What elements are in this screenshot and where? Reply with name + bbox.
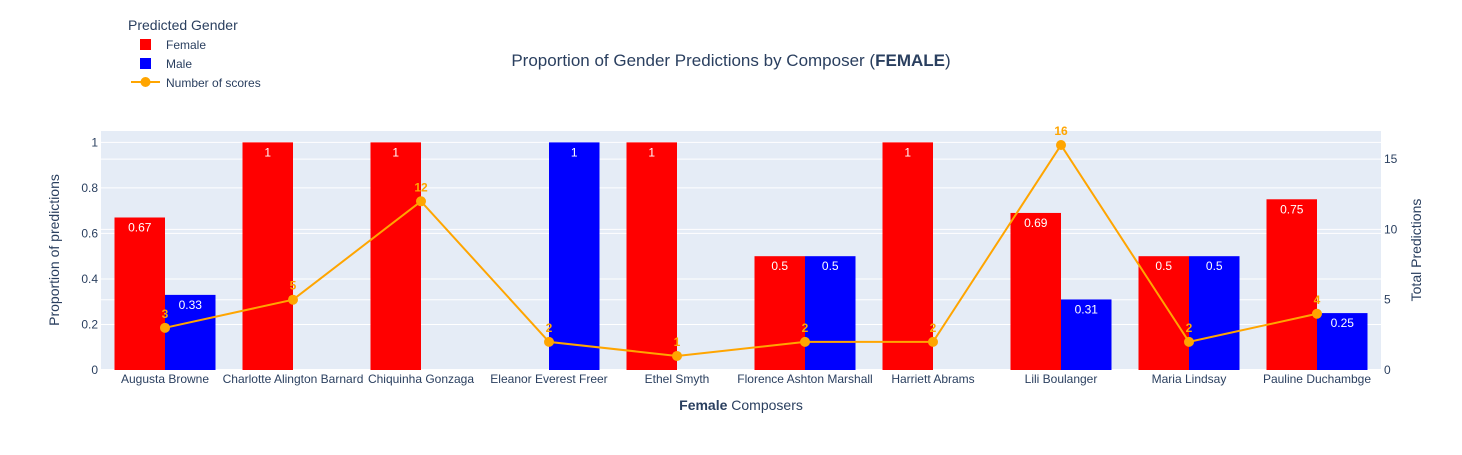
bar-label-female: 1: [904, 145, 911, 159]
x-tick-label: Pauline Duchambge: [1263, 372, 1371, 386]
point-label-scores: 2: [930, 321, 937, 335]
point-scores-augusta-browne[interactable]: [160, 322, 170, 333]
legend-swatch-female: [140, 39, 151, 50]
y-tick-label: 0.6: [81, 226, 98, 240]
bar-label-female: 0.5: [771, 259, 788, 273]
bar-male-eleanor-everest-freer[interactable]: [549, 142, 600, 370]
bar-female-charlotte-alington-barnard[interactable]: [242, 142, 294, 370]
x-tick-label: Charlotte Alington Barnard: [223, 372, 364, 386]
point-label-scores: 1: [674, 335, 681, 349]
point-label-scores: 2: [1186, 321, 1193, 335]
bar-male-lili-boulanger[interactable]: [1061, 299, 1112, 370]
x-tick-label: Florence Ashton Marshall: [737, 372, 872, 386]
legend-swatch-male: [140, 58, 151, 69]
point-scores-chiquinha-gonzaga[interactable]: [416, 196, 426, 207]
bar-male-florence-ashton-marshall[interactable]: [805, 256, 856, 370]
data-labels: 0.67 1 1 1 0.5 1 0.69 0.5 0.75 0.33 1 0.5 0.31 0.5 0.2…: [128, 124, 1354, 349]
point-scores-harriett-abrams[interactable]: [928, 336, 938, 347]
y-tick-label: 1: [91, 135, 98, 149]
legend-item-number-of-scores[interactable]: Number of scores: [131, 76, 261, 90]
line-number-of-scores: [164, 143, 1318, 357]
y-tick-label: 0.2: [81, 317, 98, 331]
x-tick-label: Chiquinha Gonzaga: [368, 372, 474, 386]
y-tick-label: 0: [91, 363, 98, 377]
x-tick-label: Lili Boulanger: [1025, 372, 1098, 386]
y2-tick-label: 0: [1384, 363, 1391, 377]
bar-female-harriett-abrams[interactable]: [882, 142, 934, 370]
bar-label-female: 0.67: [128, 220, 152, 234]
point-scores-lili-boulanger[interactable]: [1056, 140, 1066, 151]
legend-label-scores: Number of scores: [166, 76, 261, 90]
y2-tick-label: 10: [1384, 222, 1398, 236]
bar-male-augusta-browne[interactable]: [165, 294, 216, 370]
x-tick-label: Harriett Abrams: [891, 372, 974, 386]
point-scores-eleanor-everest-freer[interactable]: [544, 336, 554, 347]
bar-label-female: 0.75: [1280, 202, 1304, 216]
bar-label-female: 1: [392, 145, 399, 159]
point-label-scores: 4: [1314, 293, 1321, 307]
x-tick-label: Augusta Browne: [121, 372, 209, 386]
point-scores-maria-lindsay[interactable]: [1184, 336, 1194, 347]
bar-label-female: 1: [264, 145, 271, 159]
y2-tick-label: 15: [1384, 152, 1398, 166]
legend-label-male: Male: [166, 57, 192, 71]
y-tick-label: 0.4: [81, 272, 98, 286]
point-scores-ethel-smyth[interactable]: [672, 350, 682, 361]
legend-marker-scores: [140, 77, 151, 87]
legend-label-female: Female: [166, 38, 206, 52]
bar-female-florence-ashton-marshall[interactable]: [754, 256, 806, 370]
point-label-scores: 2: [802, 321, 809, 335]
score-line: [160, 140, 1322, 361]
bar-male-pauline-duchambge[interactable]: [1317, 313, 1368, 370]
legend-title: Predicted Gender: [128, 17, 238, 33]
y2-axis-title: Total Predictions: [1408, 199, 1424, 302]
bars: [114, 142, 1368, 370]
point-label-scores: 5: [290, 279, 297, 293]
bar-female-lili-boulanger[interactable]: [1010, 212, 1062, 370]
point-label-scores: 3: [162, 307, 169, 321]
legend: Predicted Gender Female Male Number of s…: [128, 17, 261, 90]
y2-tick-label: 5: [1384, 293, 1391, 307]
point-label-scores: 12: [414, 180, 428, 194]
chart-title: Proportion of Gender Predictions by Comp…: [511, 51, 950, 70]
bar-female-maria-lindsay[interactable]: [1138, 256, 1190, 370]
bar-label-female: 0.69: [1024, 216, 1048, 230]
y-tick-label: 0.8: [81, 181, 98, 195]
bar-label-male: 0.25: [1331, 316, 1355, 330]
bar-female-ethel-smyth[interactable]: [626, 142, 678, 370]
legend-item-male[interactable]: Male: [140, 57, 192, 71]
point-label-scores: 16: [1054, 124, 1068, 138]
x-tick-label: Ethel Smyth: [645, 372, 710, 386]
point-scores-pauline-duchambge[interactable]: [1312, 308, 1322, 319]
point-scores-florence-ashton-marshall[interactable]: [800, 336, 810, 347]
bar-label-female: 1: [648, 145, 655, 159]
bar-label-male: 1: [571, 145, 578, 159]
x-axis-title: Female Composers: [679, 397, 803, 413]
x-tick-label: Maria Lindsay: [1152, 372, 1227, 386]
legend-item-female[interactable]: Female: [140, 38, 206, 52]
bar-label-male: 0.5: [1206, 259, 1223, 273]
bar-female-augusta-browne[interactable]: [114, 217, 166, 370]
bar-female-chiquinha-gonzaga[interactable]: [370, 142, 422, 370]
x-tick-label: Eleanor Everest Freer: [490, 372, 607, 386]
bar-label-male: 0.33: [179, 298, 203, 312]
bar-label-female: 0.5: [1155, 259, 1172, 273]
bar-female-pauline-duchambge[interactable]: [1266, 199, 1318, 370]
bar-label-male: 0.31: [1075, 302, 1099, 316]
y-axis-title: Proportion of predictions: [46, 174, 62, 326]
bar-male-maria-lindsay[interactable]: [1189, 256, 1240, 370]
point-label-scores: 2: [546, 321, 553, 335]
point-scores-charlotte-alington-barnard[interactable]: [288, 294, 298, 305]
bar-label-male: 0.5: [822, 259, 839, 273]
